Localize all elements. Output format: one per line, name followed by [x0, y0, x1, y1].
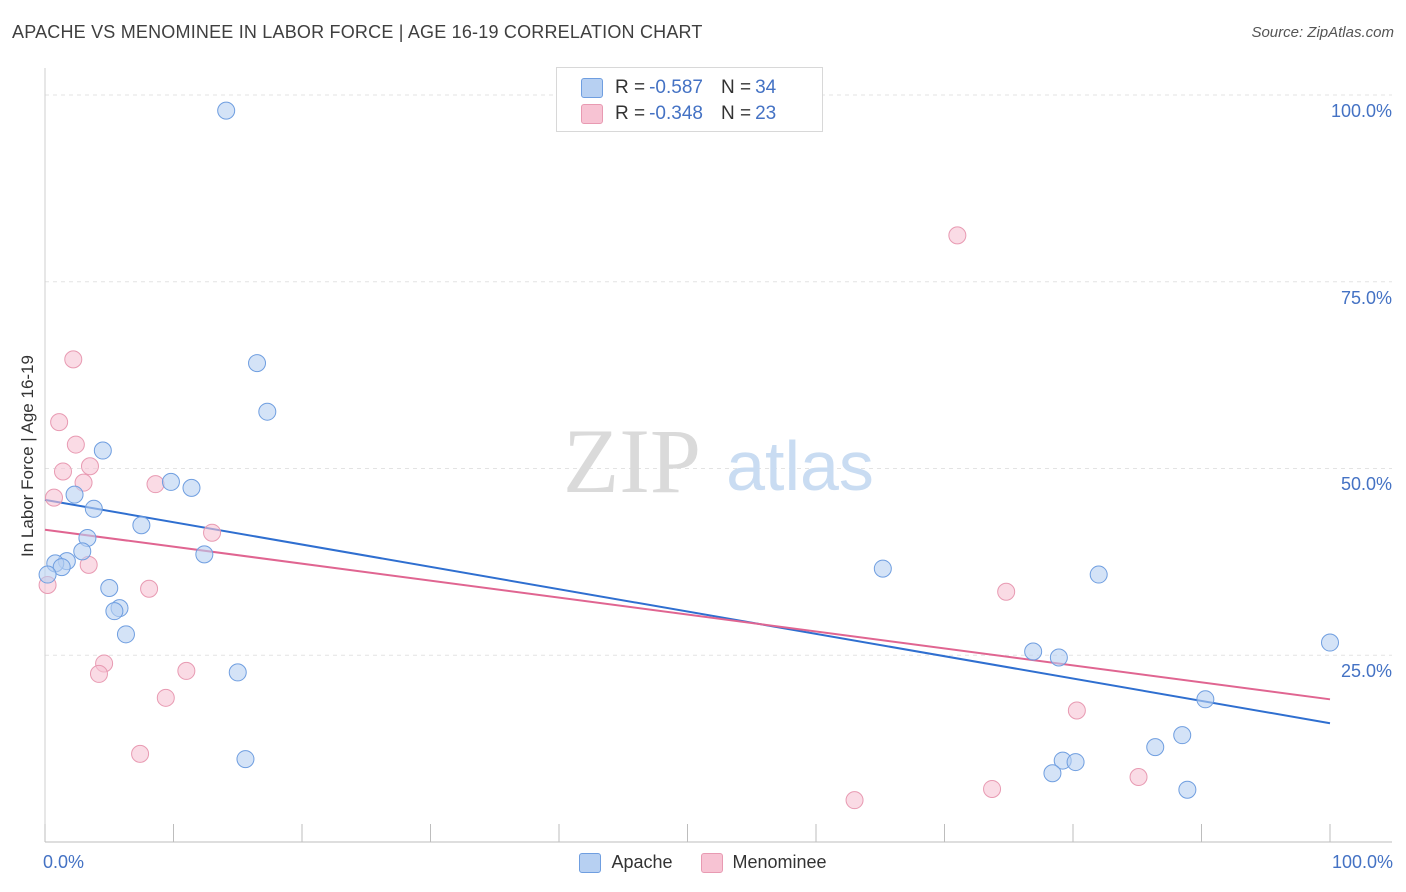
- r-label: R =: [615, 103, 646, 124]
- menominee-point[interactable]: [64, 350, 83, 369]
- apache-point[interactable]: [228, 663, 247, 682]
- menominee-point[interactable]: [177, 661, 196, 680]
- menominee-point[interactable]: [997, 582, 1016, 601]
- menominee-point[interactable]: [131, 744, 150, 763]
- x-tick-min: 0.0%: [43, 852, 85, 872]
- r-label: R =: [615, 77, 646, 98]
- apache-point[interactable]: [1321, 633, 1339, 652]
- apache-point[interactable]: [1146, 738, 1165, 757]
- menominee-point[interactable]: [53, 462, 72, 481]
- apache-point[interactable]: [1089, 565, 1108, 584]
- legend-item-apache[interactable]: Apache: [579, 852, 673, 873]
- apache-point[interactable]: [116, 625, 135, 644]
- apache-point[interactable]: [1196, 690, 1215, 709]
- watermark-atlas: atlas: [726, 427, 874, 505]
- apache-point[interactable]: [217, 101, 236, 120]
- apache-point[interactable]: [258, 402, 277, 421]
- apache-r-value: -0.587: [649, 77, 703, 98]
- apache-point[interactable]: [100, 579, 119, 597]
- trend-lines: [44, 498, 1331, 725]
- apache-point[interactable]: [236, 750, 255, 769]
- legend-item-menominee[interactable]: Menominee: [700, 852, 827, 873]
- apache-legend-label: Apache: [611, 852, 673, 872]
- apache-point[interactable]: [161, 472, 180, 491]
- apache-point[interactable]: [132, 516, 151, 535]
- menominee-point[interactable]: [156, 688, 175, 707]
- apache-point[interactable]: [195, 545, 214, 564]
- apache-point[interactable]: [1066, 753, 1085, 772]
- axes: [44, 68, 1392, 843]
- menominee-point[interactable]: [44, 488, 63, 507]
- y-tick-label: 50.0%: [1340, 474, 1392, 495]
- chart-title: APACHE VS MENOMINEE IN LABOR FORCE | AGE…: [12, 22, 703, 42]
- legend-row-apache: R = -0.587 N = 34: [581, 76, 776, 100]
- menominee-r-value: -0.348: [649, 103, 703, 124]
- apache-point[interactable]: [182, 478, 201, 497]
- apache-n-value: 34: [755, 77, 777, 98]
- apache-point[interactable]: [873, 559, 892, 578]
- menominee-point[interactable]: [89, 664, 108, 683]
- apache-point[interactable]: [93, 441, 112, 460]
- apache-point[interactable]: [1178, 780, 1197, 799]
- apache-point[interactable]: [65, 485, 84, 504]
- menominee-point[interactable]: [50, 413, 69, 432]
- menominee-swatch: [581, 104, 603, 124]
- apache-swatch: [579, 852, 602, 873]
- apache-point[interactable]: [1173, 726, 1192, 745]
- chart-source: Source: ZipAtlas.com: [1251, 24, 1394, 41]
- legend-row-menominee: R = -0.348 N = 23: [581, 102, 776, 126]
- menominee-point[interactable]: [80, 457, 99, 476]
- menominee-trend-line: [44, 528, 1331, 701]
- series-legend: Apache Menominee: [0, 852, 1406, 873]
- apache-point[interactable]: [1024, 642, 1043, 661]
- apache-point[interactable]: [38, 565, 57, 584]
- apache-point[interactable]: [1043, 764, 1062, 783]
- apache-swatch: [581, 78, 603, 98]
- menominee-point[interactable]: [146, 475, 165, 494]
- menominee-point[interactable]: [845, 791, 864, 810]
- menominee-swatch: [700, 852, 723, 873]
- menominee-point[interactable]: [203, 523, 222, 542]
- menominee-point[interactable]: [74, 473, 93, 492]
- menominee-point[interactable]: [1129, 768, 1148, 787]
- apache-point[interactable]: [1049, 648, 1068, 667]
- menominee-point[interactable]: [1067, 701, 1086, 720]
- menominee-point[interactable]: [140, 579, 159, 598]
- gridlines: [45, 94, 1392, 656]
- n-label: N =: [720, 77, 752, 98]
- watermark-zip: ZIP: [563, 410, 701, 512]
- n-label: N =: [720, 103, 752, 124]
- y-tick-label: 100.0%: [1330, 100, 1392, 121]
- y-tick-label: 75.0%: [1340, 287, 1392, 308]
- y-tick-label: 25.0%: [1340, 661, 1392, 682]
- apache-point[interactable]: [105, 602, 124, 621]
- apache-point[interactable]: [84, 499, 103, 518]
- apache-point[interactable]: [248, 354, 267, 373]
- menominee-n-value: 23: [755, 103, 777, 124]
- x-tick-max: 100.0%: [1331, 852, 1393, 872]
- menominee-point[interactable]: [66, 435, 85, 454]
- apache-point[interactable]: [73, 542, 92, 561]
- menominee-point[interactable]: [983, 779, 1002, 798]
- menominee-point[interactable]: [948, 226, 967, 245]
- data-points: [38, 101, 1339, 810]
- menominee-legend-label: Menominee: [732, 852, 827, 872]
- correlation-legend: R = -0.587 N = 34 R = -0.348 N = 23: [556, 67, 823, 132]
- apache-point[interactable]: [52, 558, 71, 577]
- apache-trend-line: [44, 498, 1331, 725]
